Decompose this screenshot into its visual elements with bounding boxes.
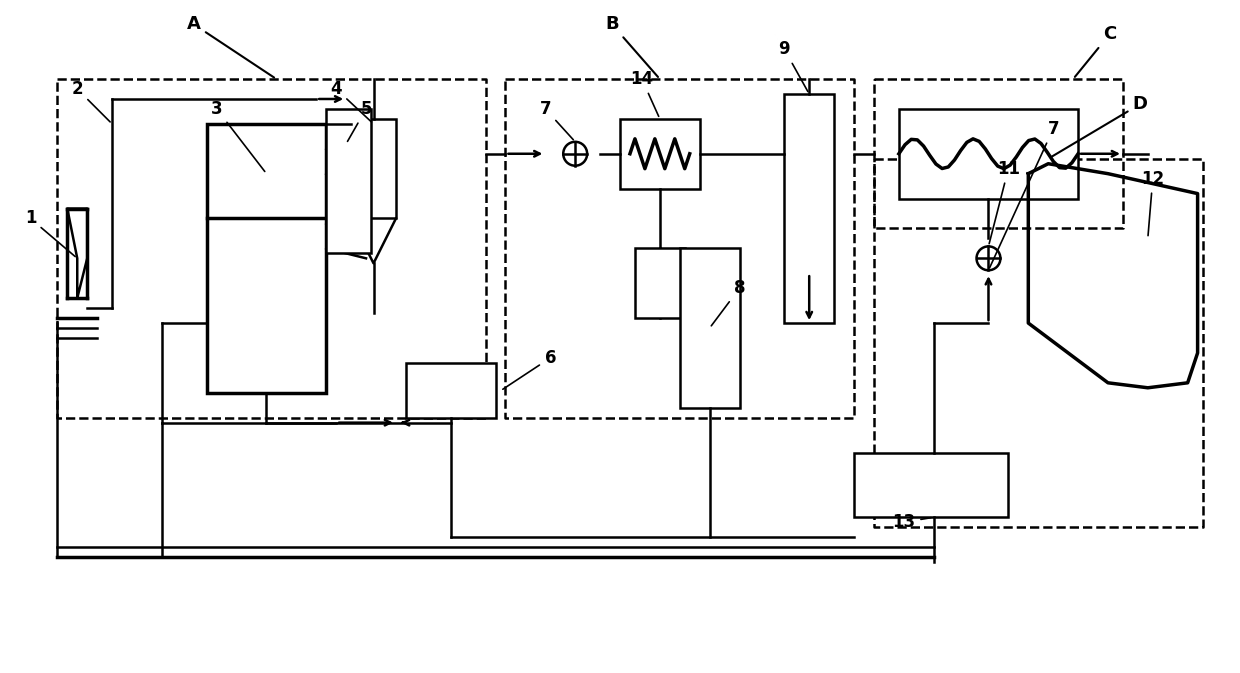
Text: 12: 12 bbox=[1141, 170, 1164, 236]
Text: C: C bbox=[1075, 25, 1116, 77]
Text: 6: 6 bbox=[502, 349, 556, 389]
Text: 7: 7 bbox=[990, 120, 1059, 268]
Text: D: D bbox=[1050, 95, 1148, 157]
Text: 3: 3 bbox=[211, 100, 265, 172]
Text: 4: 4 bbox=[330, 80, 372, 122]
Bar bbox=[680, 248, 739, 408]
Bar bbox=[405, 363, 496, 418]
Bar bbox=[620, 119, 699, 188]
Bar bbox=[351, 119, 396, 219]
Text: 7: 7 bbox=[539, 100, 573, 140]
Bar bbox=[899, 109, 1078, 199]
Text: 2: 2 bbox=[72, 80, 110, 122]
Text: B: B bbox=[605, 15, 658, 77]
Text: 5: 5 bbox=[347, 100, 372, 141]
Text: 8: 8 bbox=[712, 279, 745, 326]
Bar bbox=[207, 124, 326, 393]
Bar bbox=[854, 452, 1008, 518]
Text: 9: 9 bbox=[779, 40, 808, 92]
Bar bbox=[635, 248, 684, 318]
Bar bbox=[785, 94, 835, 323]
Text: A: A bbox=[187, 15, 274, 77]
Text: 14: 14 bbox=[630, 70, 658, 116]
Text: 11: 11 bbox=[990, 160, 1019, 244]
Text: 13: 13 bbox=[893, 513, 931, 531]
Text: 1: 1 bbox=[25, 209, 76, 256]
Bar bbox=[326, 109, 371, 253]
